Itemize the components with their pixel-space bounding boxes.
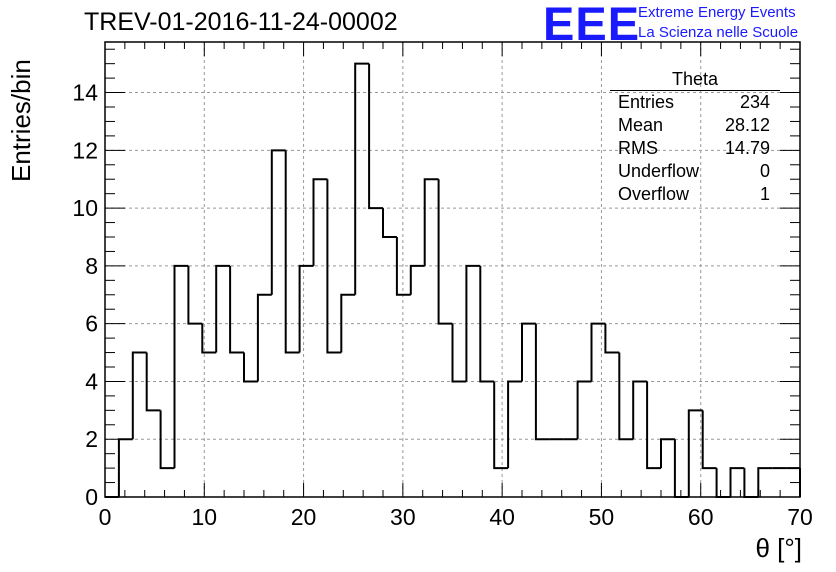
y-tick-label: 14 <box>72 80 98 106</box>
stats-label: Underflow <box>618 161 700 181</box>
histogram-bin <box>326 179 342 354</box>
x-tick-label: 10 <box>191 504 217 530</box>
histogram-bin <box>256 293 272 382</box>
histogram-bin <box>576 380 592 440</box>
logo-line-2: La Scienza nelle Scuole <box>638 24 799 41</box>
histogram-bin <box>451 323 467 383</box>
histogram-bin <box>312 178 328 266</box>
histogram-bin <box>465 264 481 382</box>
y-tick-label: 12 <box>72 137 98 163</box>
histogram-bin <box>243 352 258 383</box>
histogram-bin <box>632 380 648 440</box>
stats-label: RMS <box>618 138 658 158</box>
stats-row-overflow: Overflow 1 <box>610 183 780 206</box>
histogram-bin <box>395 237 411 296</box>
histogram-bin <box>270 149 286 295</box>
histogram-bin <box>409 264 425 295</box>
axis-ticks <box>104 42 801 498</box>
histogram-bin <box>173 264 189 469</box>
histogram-bin <box>215 264 231 353</box>
stats-label: Overflow <box>618 184 690 204</box>
stats-row-underflow: Underflow 0 <box>610 160 780 183</box>
eee-logo: EEE <box>543 0 641 50</box>
x-tick-label: 60 <box>688 504 714 530</box>
histogram-bin <box>604 323 620 354</box>
histogram-bin <box>201 323 217 354</box>
histogram-bin <box>660 438 675 469</box>
histogram-bin <box>701 410 717 470</box>
histogram-bin <box>131 351 147 440</box>
y-tick-label: 2 <box>85 426 98 452</box>
plot-title: TREV-01-2016-11-24-00002 <box>84 8 398 36</box>
histogram <box>105 62 801 498</box>
y-tick-label: 4 <box>85 368 98 394</box>
histogram-bin <box>340 293 356 353</box>
histogram-bin <box>284 150 300 354</box>
histogram-bin <box>590 322 606 382</box>
stats-row-rms: RMS 14.79 <box>610 137 780 160</box>
histogram-bin <box>521 322 536 382</box>
x-tick-label: 20 <box>291 504 317 530</box>
histogram-bin <box>743 468 759 498</box>
histogram-bin <box>646 381 661 470</box>
stats-value: 1 <box>759 184 770 204</box>
histogram-bin <box>715 468 731 498</box>
histogram-bin <box>187 265 203 325</box>
histogram-bin <box>479 265 495 383</box>
histogram-bin <box>729 467 745 497</box>
stats-label: Mean <box>618 115 664 135</box>
histogram-bin <box>507 380 522 469</box>
stats-value: 234 <box>739 92 770 112</box>
histogram-bin <box>298 264 314 353</box>
y-axis-label: Entries/bin <box>6 59 46 182</box>
histogram-bin <box>687 409 703 497</box>
y-tick-label: 10 <box>72 195 98 221</box>
x-tick-label: 30 <box>390 504 416 530</box>
histogram-bin <box>423 178 439 266</box>
histogram-bin <box>229 265 244 354</box>
histogram-bin <box>493 381 509 470</box>
histogram-bin <box>437 179 453 325</box>
x-tick-label: 40 <box>489 504 515 530</box>
stats-value: 0 <box>759 161 770 181</box>
plot-frame <box>104 41 801 498</box>
stats-value: 28.12 <box>724 115 770 135</box>
y-tick-label: 8 <box>85 253 98 279</box>
x-tick-label: 0 <box>99 504 112 530</box>
y-tick-label: 0 <box>85 484 98 510</box>
histogram-bin <box>354 62 370 295</box>
stats-label: Entries <box>618 92 675 112</box>
stats-title: Theta <box>610 68 780 91</box>
histogram-bin <box>117 438 133 497</box>
x-tick-label: 50 <box>589 504 615 530</box>
histogram-bin <box>382 208 397 238</box>
y-axis-label-text: Entries/bin <box>6 59 36 182</box>
histogram-bin <box>368 63 383 210</box>
histogram-bin <box>145 352 161 412</box>
histogram-bin <box>618 352 634 441</box>
stats-row-entries: Entries 234 <box>610 91 780 114</box>
histogram-bin <box>534 323 550 441</box>
stats-row-mean: Mean 28.12 <box>610 114 780 137</box>
stats-value: 14.79 <box>724 138 770 158</box>
histogram-bin <box>159 410 175 470</box>
logo-line-1: Extreme Energy Events <box>638 4 796 21</box>
x-tick-label: 70 <box>787 504 813 530</box>
y-tick-label: 6 <box>85 311 98 337</box>
x-axis-label: θ [°] <box>755 533 802 563</box>
stats-box: Theta Entries 234 Mean 28.12 RMS 14.79 U… <box>610 68 780 206</box>
histogram-bin <box>757 467 773 497</box>
histogram-bin <box>673 439 689 498</box>
axes-frame <box>104 41 801 498</box>
